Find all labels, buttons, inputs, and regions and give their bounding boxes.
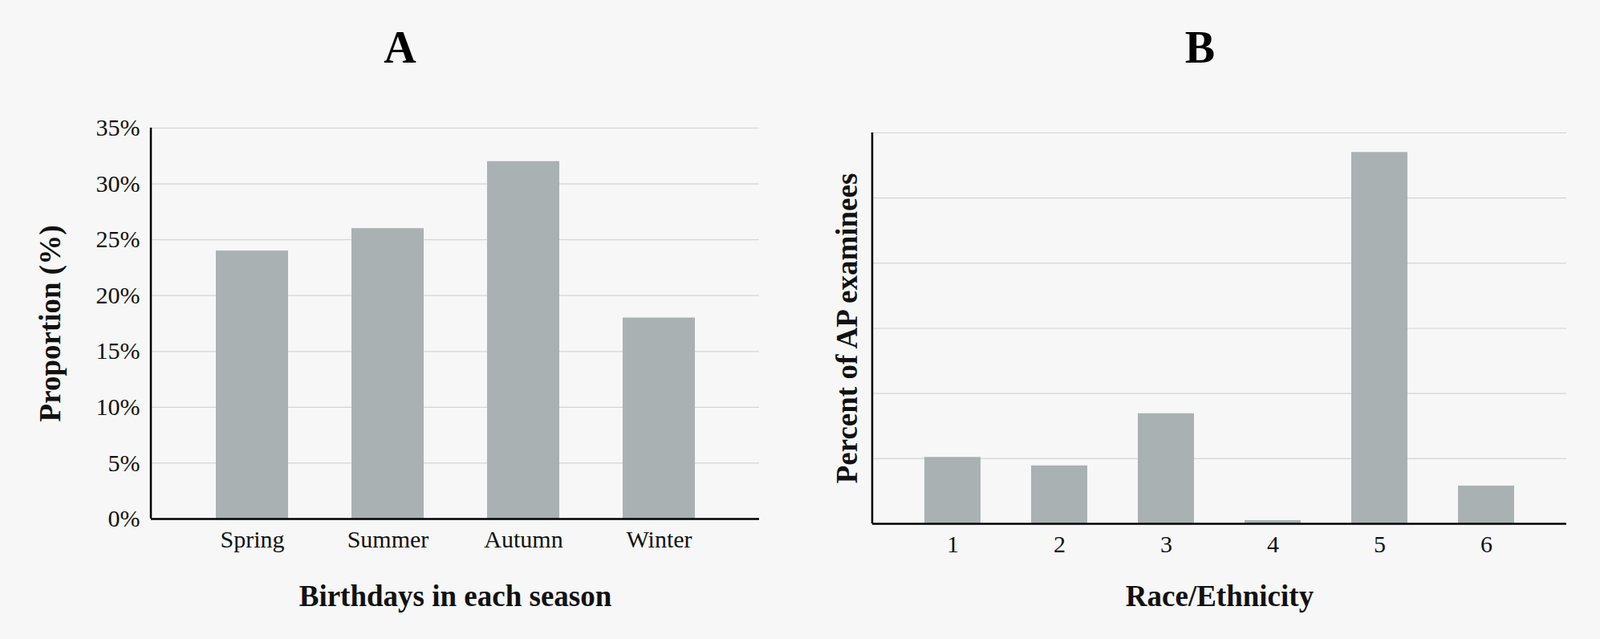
svg-text:Summer: Summer [347, 525, 430, 553]
svg-text:Birthdays in each season: Birthdays in each season [299, 579, 613, 613]
svg-text:0%: 0% [108, 504, 141, 532]
svg-text:35%: 35% [96, 113, 141, 141]
svg-text:Percent of AP examinees: Percent of AP examinees [830, 173, 864, 484]
svg-text:1: 1 [946, 530, 959, 557]
svg-text:Race/Ethnicity: Race/Ethnicity [1125, 579, 1315, 613]
svg-text:5: 5 [1373, 530, 1386, 557]
svg-text:Proportion (%): Proportion (%) [33, 225, 68, 423]
svg-text:10%: 10% [96, 393, 141, 420]
html-text:B: B [1184, 22, 1216, 73]
svg-text:4: 4 [1267, 530, 1280, 557]
svg-text:Spring: Spring [219, 525, 285, 553]
svg-text:20%: 20% [96, 281, 141, 309]
svg-text:15%: 15% [96, 337, 141, 364]
html-text:A: A [383, 22, 417, 73]
svg-text:5%: 5% [108, 449, 141, 476]
svg-text:Winter: Winter [625, 525, 692, 553]
svg-text:Autumn: Autumn [483, 525, 563, 553]
svg-text:2: 2 [1053, 530, 1066, 557]
svg-text:25%: 25% [96, 225, 141, 252]
svg-text:6: 6 [1480, 530, 1493, 557]
svg-text:3: 3 [1160, 530, 1173, 557]
svg-text:30%: 30% [96, 170, 141, 197]
